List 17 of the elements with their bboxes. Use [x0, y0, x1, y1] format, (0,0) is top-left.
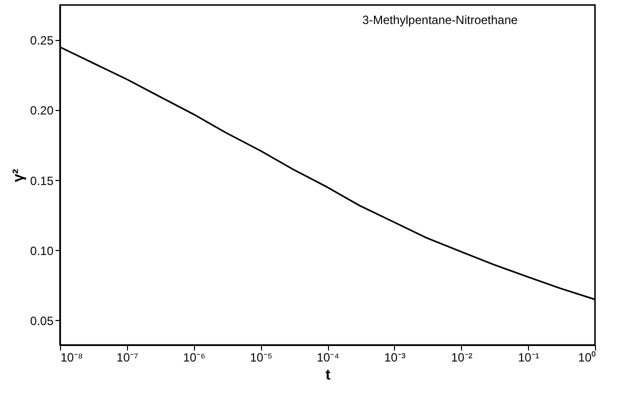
y-tick-label: 0.10 — [30, 244, 54, 258]
x-tick-label: 10⁻³ — [384, 350, 406, 364]
y-tick-label: 0.15 — [30, 174, 54, 188]
x-tick-label: 10⁻⁶ — [183, 350, 206, 364]
y-tick-label: 0.25 — [30, 34, 54, 48]
x-tick-label: 10⁻² — [451, 350, 472, 364]
x-tick-label: 10⁻⁸ — [60, 350, 83, 364]
x-tick-label: 10⁰ — [578, 350, 596, 364]
y-axis-title: γ² — [10, 168, 28, 182]
x-tick-label: 10⁻⁷ — [116, 350, 138, 364]
y-tick-label: 0.20 — [30, 104, 54, 118]
x-tick-label: 10⁻⁵ — [250, 350, 272, 364]
x-axis-title: t — [326, 366, 330, 384]
y-tick-label: 0.05 — [30, 314, 54, 328]
x-tick-label: 10⁻¹ — [518, 350, 540, 364]
x-tick-label: 10⁻⁴ — [316, 350, 340, 364]
annotation: 3-Methylpentane-Nitroethane — [362, 13, 518, 27]
